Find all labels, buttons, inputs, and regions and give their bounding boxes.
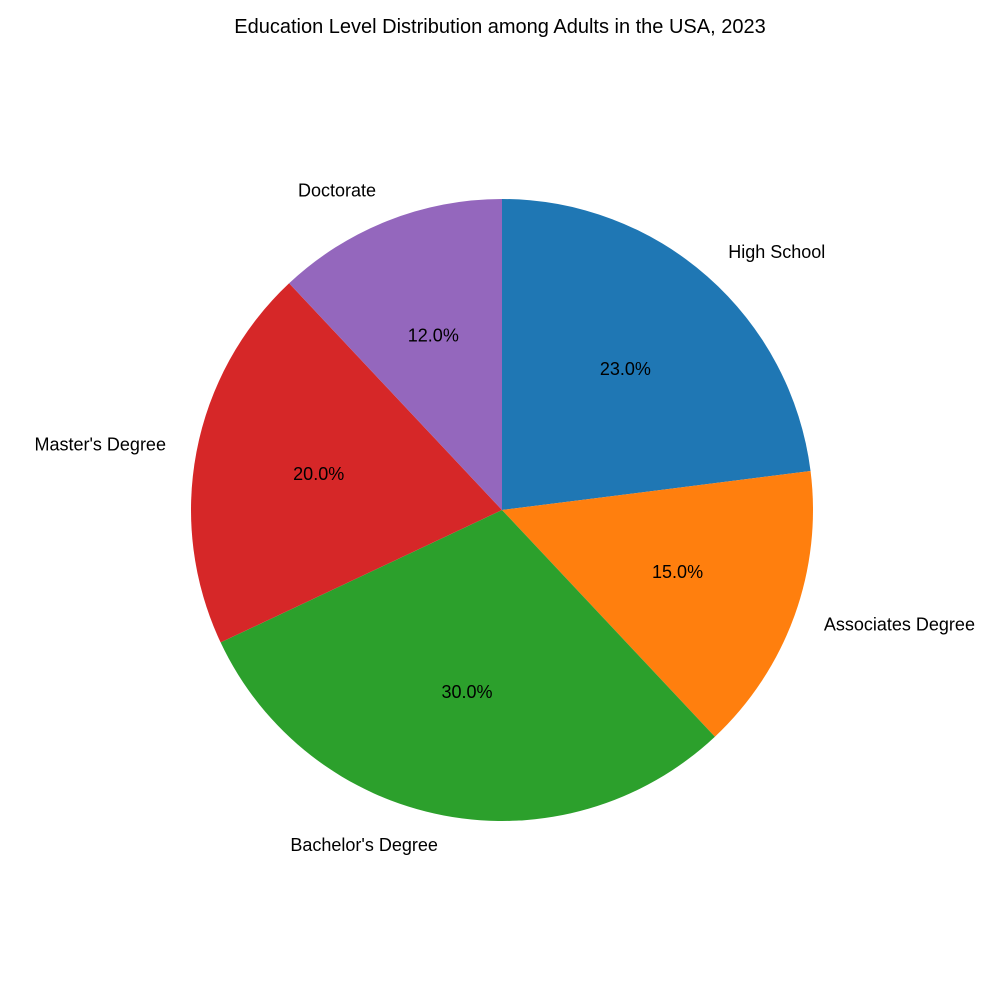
slice-category-label: Bachelor's Degree bbox=[290, 835, 438, 855]
chart-title: Education Level Distribution among Adult… bbox=[234, 16, 766, 38]
pie-labels: High School 23.0% Associates Degree 15.0% Ba… bbox=[34, 181, 974, 855]
pie-slice bbox=[220, 510, 715, 821]
slice-percent-label: 23.0% bbox=[600, 359, 651, 379]
slice-category-label: Master's Degree bbox=[34, 435, 165, 455]
slice-category-label: Doctorate bbox=[298, 181, 376, 201]
pie-slice bbox=[502, 471, 813, 737]
slice-category-label: High School bbox=[728, 242, 825, 262]
pie-slice bbox=[191, 283, 502, 643]
pie-slices bbox=[191, 199, 813, 821]
pie-slice bbox=[289, 199, 502, 510]
pie-slice bbox=[502, 199, 811, 510]
slice-percent-label: 20.0% bbox=[293, 464, 344, 484]
slice-percent-label: 15.0% bbox=[652, 562, 703, 582]
slice-category-label: Associates Degree bbox=[824, 615, 975, 635]
slice-percent-label: 30.0% bbox=[442, 682, 493, 702]
slice-percent-label: 12.0% bbox=[408, 325, 459, 345]
